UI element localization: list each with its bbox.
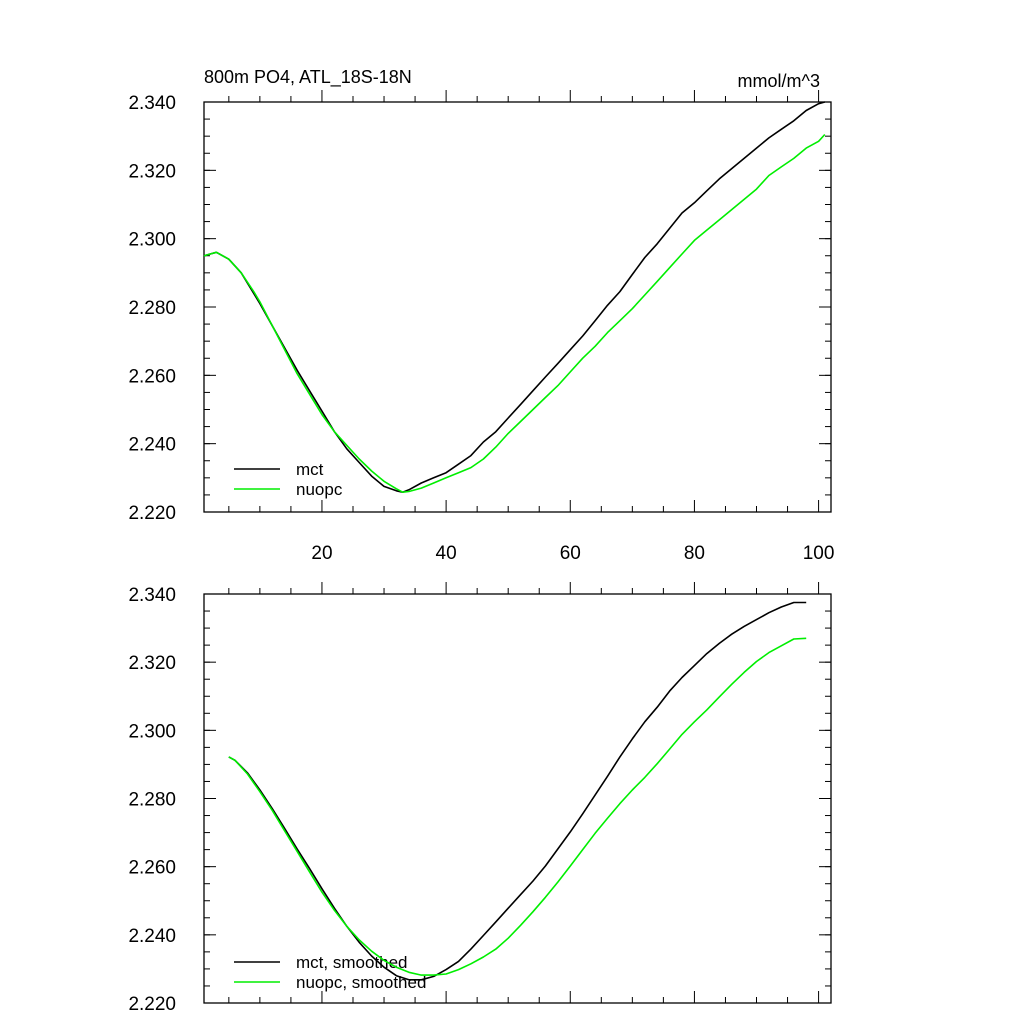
series-line-mct [203, 101, 826, 494]
y-tick-label: 2.300 [128, 721, 176, 742]
series-line-mct-smoothed [228, 601, 807, 981]
y-tick-label: 2.340 [128, 93, 176, 114]
x-tick-label: 60 [560, 543, 581, 564]
y-tick-label: 2.260 [128, 366, 176, 387]
y-tick-label: 2.280 [128, 298, 176, 319]
legend-label-nuopc: nuopc [296, 480, 343, 499]
y-tick-label: 2.300 [128, 230, 176, 251]
x-tick-label: 100 [803, 543, 835, 564]
plot-frame [203, 593, 832, 1004]
y-tick-label: 2.280 [128, 790, 176, 811]
y-tick-label: 2.240 [128, 435, 176, 456]
legend-label-mct: mct [296, 460, 324, 479]
y-tick-label: 2.320 [128, 161, 176, 182]
y-tick-label: 2.240 [128, 926, 176, 947]
x-tick-label: 40 [436, 543, 457, 564]
units-label: mmol/m^3 [738, 71, 820, 91]
legend-label-nuopc-smoothed: nuopc, smoothed [296, 973, 426, 992]
y-tick-label: 2.260 [128, 858, 176, 879]
legend-label-mct-smoothed: mct, smoothed [296, 953, 408, 972]
series-line-nuopc [203, 133, 826, 494]
y-tick-label: 2.220 [128, 503, 176, 524]
y-tick-label: 2.320 [128, 653, 176, 674]
x-tick-label: 80 [684, 543, 705, 564]
y-tick-label: 2.340 [128, 585, 176, 606]
chart-title: 800m PO4, ATL_18S-18N [204, 67, 412, 88]
series-line-nuopc-smoothed [228, 637, 807, 976]
y-tick-label: 2.220 [128, 994, 176, 1015]
x-tick-label: 20 [311, 543, 332, 564]
